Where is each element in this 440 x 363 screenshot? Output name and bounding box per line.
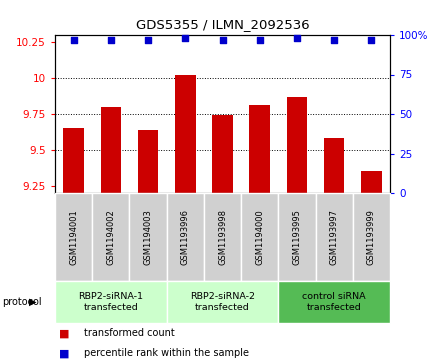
Bar [249, 105, 270, 193]
Bar [324, 138, 345, 193]
Point [293, 35, 301, 41]
Point [182, 35, 189, 41]
Text: GSM1193995: GSM1193995 [293, 209, 301, 265]
Text: transformed count: transformed count [84, 329, 174, 338]
Text: ■: ■ [59, 348, 70, 358]
Text: GSM1194000: GSM1194000 [255, 209, 264, 265]
Point [256, 37, 263, 42]
Text: GSM1194002: GSM1194002 [106, 209, 115, 265]
Point [219, 37, 226, 42]
Text: GSM1193997: GSM1193997 [330, 209, 339, 265]
Text: percentile rank within the sample: percentile rank within the sample [84, 348, 249, 358]
Title: GDS5355 / ILMN_2092536: GDS5355 / ILMN_2092536 [136, 18, 309, 31]
Bar [63, 129, 84, 193]
Bar [101, 107, 121, 193]
Point [144, 37, 151, 42]
Text: ▶: ▶ [29, 297, 36, 307]
Text: protocol: protocol [2, 297, 42, 307]
Text: GSM1194003: GSM1194003 [143, 209, 153, 265]
Bar [138, 130, 158, 193]
Text: control siRNA
transfected: control siRNA transfected [302, 292, 366, 312]
Point [368, 37, 375, 42]
Text: GSM1194001: GSM1194001 [69, 209, 78, 265]
Point [70, 37, 77, 42]
Text: GSM1193996: GSM1193996 [181, 209, 190, 265]
Text: RBP2-siRNA-2
transfected: RBP2-siRNA-2 transfected [190, 292, 255, 312]
Point [107, 37, 114, 42]
Bar [287, 97, 307, 193]
Text: ■: ■ [59, 329, 70, 338]
Text: RBP2-siRNA-1
transfected: RBP2-siRNA-1 transfected [78, 292, 143, 312]
Bar [212, 115, 233, 193]
Bar [175, 75, 195, 193]
Text: GSM1193999: GSM1193999 [367, 209, 376, 265]
Text: GSM1193998: GSM1193998 [218, 209, 227, 265]
Bar [361, 171, 381, 193]
Point [330, 37, 337, 42]
